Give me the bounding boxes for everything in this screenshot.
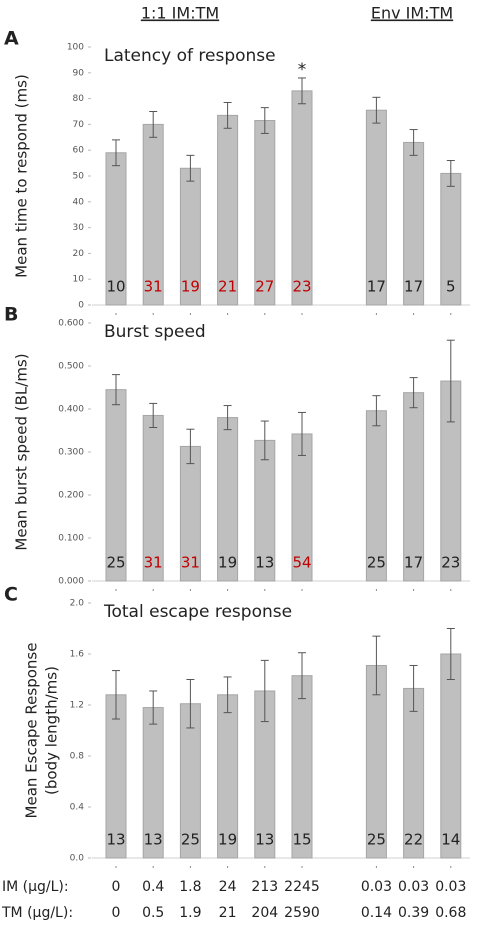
group-header: Env IM:TM — [371, 4, 453, 23]
sample-size: 25 — [367, 831, 386, 849]
row-value: 0.03 — [361, 879, 392, 895]
y-axis-title: Mean Escape Response — [23, 643, 41, 819]
y-tick-label: 30 — [73, 223, 85, 233]
y-axis-title: Mean burst speed (BL/ms) — [13, 353, 31, 550]
sample-size: 15 — [292, 831, 311, 849]
row-value: 0.5 — [142, 905, 164, 921]
y-tick-label: 40 — [73, 197, 85, 207]
row-value: 1.9 — [179, 905, 201, 921]
bar — [365, 109, 387, 306]
row-value: 0.03 — [435, 879, 466, 895]
sample-size: 17 — [404, 554, 423, 572]
y-tick-label: 70 — [73, 120, 85, 130]
y-tick-label: 0.8 — [70, 752, 85, 762]
row-value: 1.8 — [179, 879, 201, 895]
y-tick-label: 0.000 — [58, 577, 84, 587]
row-value: 2590 — [284, 905, 320, 921]
sample-size: 19 — [218, 831, 237, 849]
y-tick-label: 10 — [73, 275, 85, 285]
sample-size: 13 — [106, 831, 125, 849]
y-tick-label: 0.300 — [58, 448, 84, 458]
y-tick-label: 90 — [73, 68, 85, 78]
sample-size: 22 — [404, 831, 423, 849]
row-value: 204 — [251, 905, 278, 921]
sample-size: 5 — [446, 278, 456, 296]
row-value: 24 — [219, 879, 237, 895]
row-value: 213 — [251, 879, 278, 895]
sample-size: 17 — [404, 278, 423, 296]
significance-marker: * — [298, 60, 307, 80]
y-tick-label: 0.4 — [70, 803, 85, 813]
sample-size: 25 — [181, 831, 200, 849]
y-tick-label: 60 — [73, 146, 85, 156]
y-axis-title: Mean time to respond (ms) — [13, 74, 31, 278]
y-tick-label: 100 — [67, 43, 84, 53]
y-tick-label: 0.600 — [58, 319, 84, 329]
row-value: 2245 — [284, 879, 320, 895]
panel-title: Burst speed — [104, 322, 206, 342]
sample-size: 21 — [218, 278, 237, 296]
sample-size: 23 — [292, 278, 311, 296]
sample-size: 54 — [292, 554, 311, 572]
sample-size: 13 — [144, 831, 163, 849]
y-tick-label: 2.0 — [70, 599, 85, 609]
sample-size: 19 — [218, 554, 237, 572]
sample-size: 31 — [144, 554, 163, 572]
row-value: 0.03 — [398, 879, 429, 895]
sample-size: 13 — [255, 831, 274, 849]
y-tick-label: 1.2 — [70, 701, 84, 711]
y-tick-label: 1.6 — [70, 650, 85, 660]
bar — [105, 389, 127, 582]
sample-size: 19 — [181, 278, 200, 296]
row-value: 0 — [112, 879, 121, 895]
row-value: 0.39 — [398, 905, 429, 921]
y-tick-label: 0.0 — [70, 854, 85, 864]
bar — [291, 90, 313, 306]
row-value: 0.14 — [361, 905, 392, 921]
sample-size: 31 — [144, 278, 163, 296]
sample-size: 25 — [106, 554, 125, 572]
y-tick-label: 20 — [73, 249, 85, 259]
panel-title: Total escape response — [103, 602, 292, 622]
row-label: TM (µg/L): — [1, 905, 73, 921]
panel-letter: C — [4, 584, 18, 606]
row-value: 0 — [112, 905, 121, 921]
sample-size: 23 — [441, 554, 460, 572]
sample-size: 13 — [255, 554, 274, 572]
y-tick-label: 0.100 — [58, 534, 84, 544]
sample-size: 27 — [255, 278, 274, 296]
bar — [440, 653, 462, 859]
y-axis-title: (body length/ms) — [43, 666, 61, 795]
y-tick-label: 0 — [78, 301, 84, 311]
row-value: 0.4 — [142, 879, 164, 895]
panel-letter: B — [4, 304, 18, 326]
panel-letter: A — [4, 28, 19, 50]
sample-size: 14 — [441, 831, 460, 849]
panel-title: Latency of response — [104, 46, 276, 66]
group-header: 1:1 IM:TM — [141, 4, 219, 23]
sample-size: 31 — [181, 554, 200, 572]
y-tick-label: 80 — [73, 94, 85, 104]
row-value: 21 — [219, 905, 237, 921]
y-tick-label: 0.500 — [58, 362, 84, 372]
row-label: IM (µg/L): — [2, 879, 69, 895]
sample-size: 10 — [106, 278, 125, 296]
y-tick-label: 50 — [73, 172, 85, 182]
row-value: 0.68 — [435, 905, 466, 921]
y-tick-label: 0.200 — [58, 491, 84, 501]
sample-size: 17 — [367, 278, 386, 296]
sample-size: 25 — [367, 554, 386, 572]
y-tick-label: 0.400 — [58, 405, 84, 415]
